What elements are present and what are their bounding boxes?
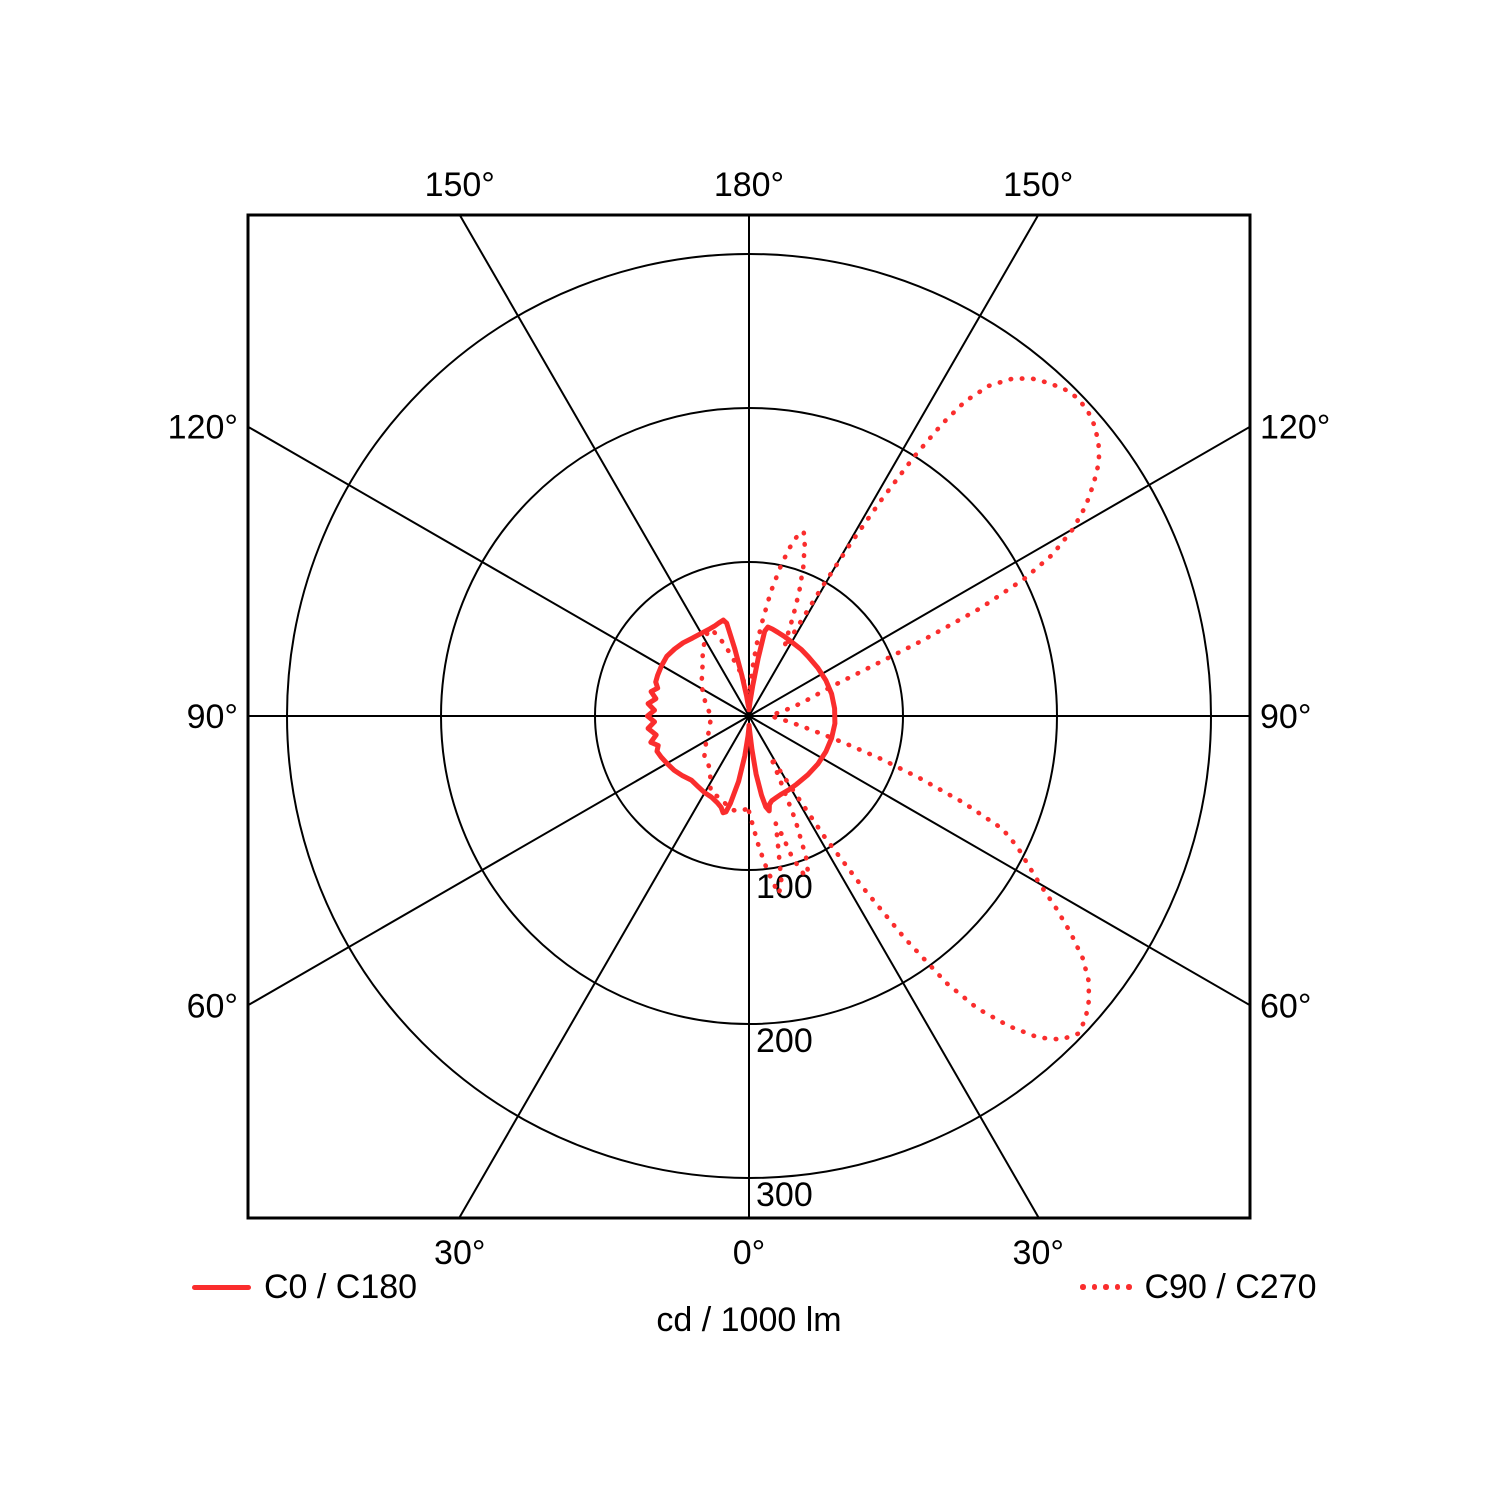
curve-c90-c270 <box>699 376 1102 1042</box>
angle-label-top-1: 180° <box>714 166 784 204</box>
angle-label-right-0: 120° <box>1260 409 1330 447</box>
legend-label-c90-c270: C90 / C270 <box>1144 1267 1317 1306</box>
ring-label-300: 300 <box>756 1176 813 1214</box>
legend-dotted-line-swatch <box>1080 1284 1132 1290</box>
legend-solid-line-swatch <box>192 1284 251 1290</box>
units-caption: cd / 1000 lm <box>656 1301 842 1339</box>
legend-item-c90-c270: C90 / C270 <box>1080 1267 1317 1306</box>
angle-label-left-0: 120° <box>168 409 238 447</box>
angle-label-bottom-1: 0° <box>733 1234 766 1272</box>
angle-label-right-1: 90° <box>1260 698 1311 736</box>
grid-ray-150 <box>458 215 1040 1218</box>
angle-label-bottom-2: 30° <box>1013 1234 1064 1272</box>
angle-label-right-2: 60° <box>1260 987 1311 1025</box>
angle-label-top-0: 150° <box>425 166 495 204</box>
angle-label-left-1: 90° <box>187 698 238 736</box>
curve-c0-c180 <box>644 617 838 816</box>
ring-label-200: 200 <box>756 1022 813 1060</box>
legend-label-c0-c180: C0 / C180 <box>264 1267 418 1306</box>
legend-item-c0-c180: C0 / C180 <box>192 1267 418 1306</box>
plot-frame <box>246 213 1252 1220</box>
angle-label-bottom-0: 30° <box>434 1234 485 1272</box>
angle-label-top-2: 150° <box>1003 166 1073 204</box>
angle-label-left-2: 60° <box>187 987 238 1025</box>
